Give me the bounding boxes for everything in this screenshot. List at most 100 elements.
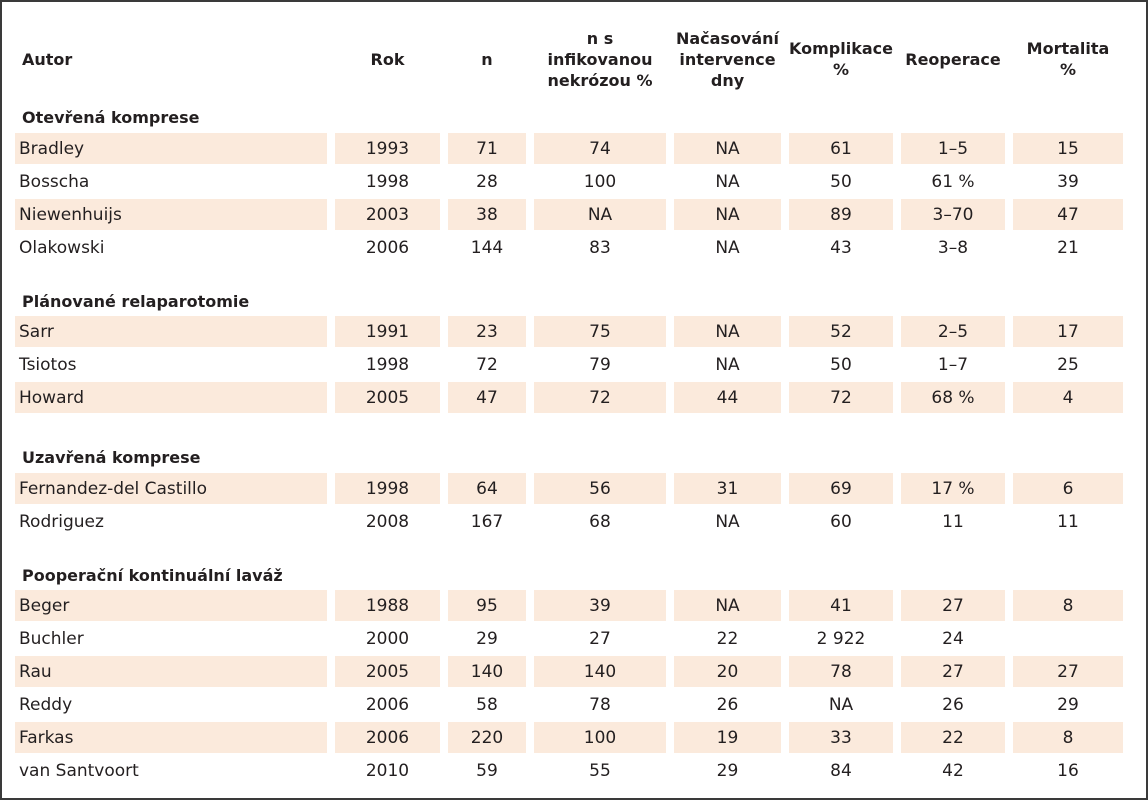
section-title: Otevřená komprese xyxy=(22,107,200,127)
table-cell-autor: Olakowski xyxy=(19,237,105,258)
table-cell-infected-necrosis: 100 xyxy=(583,727,617,748)
table-cell-reoperation: 3–70 xyxy=(932,204,974,225)
table-cell-complications: 2 922 xyxy=(816,628,866,649)
section-title: Uzavřená komprese xyxy=(22,447,201,467)
table-cell-rok: 2008 xyxy=(365,511,410,532)
row-stripe xyxy=(448,316,526,347)
row-stripe xyxy=(448,722,526,753)
column-header-line: dny xyxy=(710,70,745,90)
table-cell-infected-necrosis: 39 xyxy=(589,595,611,616)
column-header-text: n xyxy=(481,49,492,70)
table-cell-reoperation: 11 xyxy=(942,511,964,532)
row-stripe xyxy=(674,316,781,347)
column-header-text: Načasování intervence dny xyxy=(676,28,779,91)
table-cell-mortality: 39 xyxy=(1057,171,1079,192)
table-cell-intervention-timing: 26 xyxy=(716,694,739,715)
row-stripe xyxy=(1013,316,1123,347)
column-header-rok: Rok xyxy=(335,22,440,96)
table-cell-infected-necrosis: 140 xyxy=(583,661,617,682)
row-stripe xyxy=(448,590,526,621)
table-cell-rok: 1998 xyxy=(365,171,410,192)
table-cell-n: 167 xyxy=(470,511,504,532)
row-stripe xyxy=(534,473,666,504)
table-cell-autor: Bosscha xyxy=(19,171,90,192)
row-stripe xyxy=(1013,722,1123,753)
table-cell-complications: 52 xyxy=(830,321,852,342)
row-stripe xyxy=(448,133,526,164)
table-cell-complications: 69 xyxy=(830,478,852,499)
column-header-line: Mortalita xyxy=(1026,39,1110,58)
column-header-text: Komplikace% xyxy=(789,38,893,80)
row-stripe xyxy=(335,656,440,687)
table-cell-mortality: 11 xyxy=(1057,511,1079,532)
table-cell-intervention-timing: NA xyxy=(715,354,740,375)
column-header-line: intervence xyxy=(679,49,776,69)
table-cell-infected-necrosis: 68 xyxy=(589,511,611,532)
table-cell-n: 59 xyxy=(476,760,498,781)
table-cell-complications: 33 xyxy=(830,727,852,748)
table-cell-infected-necrosis: 83 xyxy=(589,237,611,258)
table-cell-intervention-timing: NA xyxy=(715,511,740,532)
column-header-autor: Autor xyxy=(22,22,334,96)
column-header-line: Autor xyxy=(22,49,73,69)
row-stripe xyxy=(1013,382,1123,413)
table-cell-complications: 84 xyxy=(830,760,852,781)
table-cell-mortality: 17 xyxy=(1057,321,1079,342)
row-stripe xyxy=(901,590,1005,621)
row-stripe xyxy=(901,382,1005,413)
table-cell-n: 38 xyxy=(476,204,498,225)
row-stripe xyxy=(1013,133,1123,164)
table-cell-autor: Howard xyxy=(19,387,84,408)
table-cell-rok: 2005 xyxy=(365,387,410,408)
table-cell-infected-necrosis: 72 xyxy=(589,387,611,408)
table-cell-n: 72 xyxy=(476,354,498,375)
table-cell-rok: 1993 xyxy=(365,138,410,159)
column-header-line: Rok xyxy=(370,49,405,69)
row-stripe xyxy=(789,473,893,504)
column-header-line: Reoperace xyxy=(905,49,1001,69)
table-cell-reoperation: 1–5 xyxy=(937,138,969,159)
row-stripe xyxy=(335,133,440,164)
row-stripe xyxy=(448,656,526,687)
table-cell-n: 29 xyxy=(476,628,498,649)
table-cell-n: 144 xyxy=(470,237,504,258)
table-cell-intervention-timing: NA xyxy=(715,321,740,342)
row-stripe xyxy=(15,316,327,347)
table-cell-complications: NA xyxy=(828,694,854,715)
table-cell-n: 58 xyxy=(476,694,498,715)
table-cell-n: 47 xyxy=(476,387,498,408)
table-cell-mortality: 16 xyxy=(1057,760,1079,781)
table-cell-complications: 41 xyxy=(830,595,852,616)
table-cell-reoperation: 27 xyxy=(942,595,964,616)
column-header-line: Komplikace xyxy=(789,39,893,58)
table-cell-autor: Tsiotos xyxy=(19,354,77,375)
table-cell-mortality: 25 xyxy=(1057,354,1079,375)
row-stripe xyxy=(901,722,1005,753)
table-cell-complications: 61 xyxy=(830,138,852,159)
row-stripe xyxy=(674,133,781,164)
row-stripe xyxy=(335,473,440,504)
row-stripe xyxy=(534,382,666,413)
row-stripe xyxy=(335,316,440,347)
table-cell-mortality: 27 xyxy=(1057,661,1079,682)
table-cell-mortality: 47 xyxy=(1057,204,1079,225)
table-cell-intervention-timing: 20 xyxy=(716,661,739,682)
table-cell-rok: 1991 xyxy=(365,321,410,342)
table-cell-mortality: 6 xyxy=(1062,478,1074,499)
table-cell-intervention-timing: NA xyxy=(715,138,740,159)
table-cell-complications: 78 xyxy=(830,661,852,682)
table-cell-rok: 2000 xyxy=(365,628,410,649)
table-cell-infected-necrosis: 74 xyxy=(589,138,611,159)
row-stripe xyxy=(448,473,526,504)
row-stripe xyxy=(674,473,781,504)
row-stripe xyxy=(15,133,327,164)
table-cell-complications: 72 xyxy=(830,387,852,408)
table-cell-rok: 2005 xyxy=(365,661,410,682)
table-cell-rok: 1988 xyxy=(365,595,410,616)
row-stripe xyxy=(901,133,1005,164)
table-cell-reoperation: 68 % xyxy=(931,387,975,408)
table-cell-rok: 2003 xyxy=(365,204,410,225)
column-header-line: Načasování xyxy=(675,28,780,48)
column-header-n: n xyxy=(448,22,526,96)
row-stripe xyxy=(674,722,781,753)
